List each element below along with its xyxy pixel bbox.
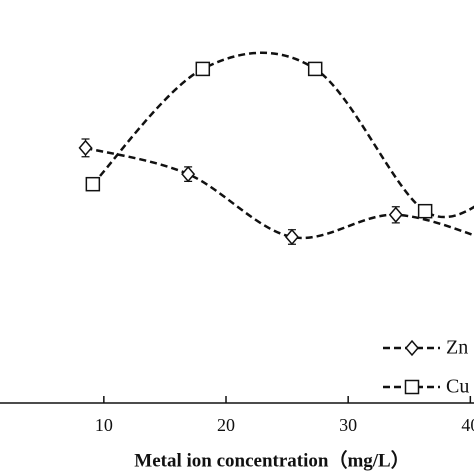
legend-marker — [405, 339, 419, 357]
series-line — [91, 51, 474, 219]
marker — [284, 228, 299, 246]
marker — [85, 176, 101, 192]
legend-label: Cu — [446, 376, 469, 398]
marker — [195, 61, 211, 77]
legend-label: Zn — [446, 337, 468, 359]
marker — [417, 203, 433, 219]
x-tick-label: 30 — [339, 415, 357, 435]
marker — [307, 61, 323, 77]
x-axis-label: Metal ion concentration（mg/L） — [134, 448, 409, 471]
marker — [78, 139, 93, 157]
x-tick-label: 10 — [95, 415, 113, 435]
legend-marker — [404, 379, 420, 395]
series-line — [85, 146, 474, 240]
marker — [388, 206, 403, 223]
x-tick-label: 20 — [217, 415, 235, 435]
marker — [181, 165, 196, 183]
x-tick-label: 40 — [461, 415, 474, 435]
